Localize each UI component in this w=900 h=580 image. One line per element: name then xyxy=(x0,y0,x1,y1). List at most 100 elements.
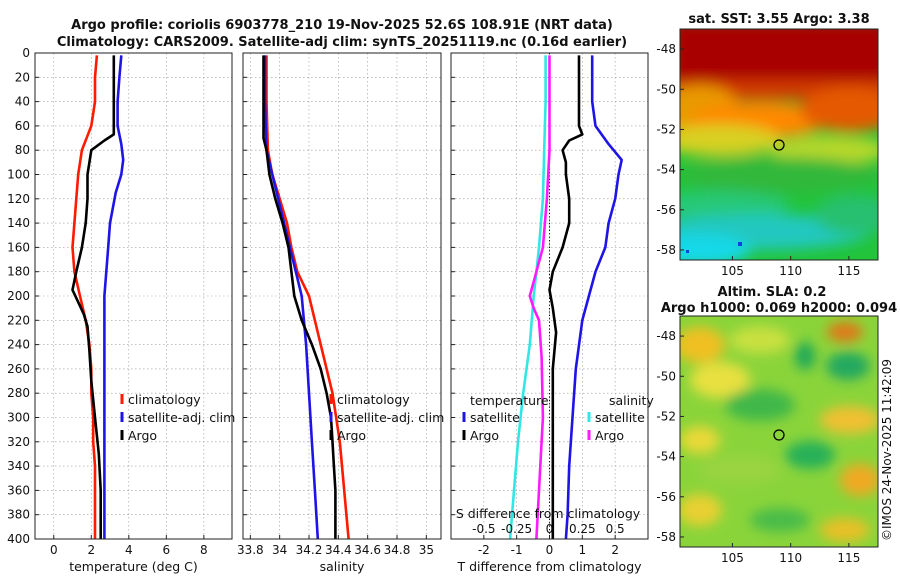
legend-label: satellite-adj. clim xyxy=(128,410,235,425)
legend-label: Argo xyxy=(128,428,157,443)
plot-frame xyxy=(34,52,233,540)
legend-label: Argo xyxy=(595,428,624,443)
legend-label: satellite xyxy=(470,410,520,425)
map-x-tick-label: 115 xyxy=(837,264,860,278)
x-tick-label: 33.8 xyxy=(237,543,264,557)
map-y-tick-label: -58 xyxy=(656,243,676,257)
sla-argo-marker xyxy=(773,429,785,441)
legend-label: satellite-adj. clim xyxy=(337,410,444,425)
series-line-t-argo xyxy=(548,55,584,539)
salinity-profile-chart: 33.8 34 34.2 34.4 34.6 34.8 35 salinity climatol… xyxy=(237,52,444,574)
x-tick-label: 8 xyxy=(200,543,208,557)
map-y-tick-label: -48 xyxy=(656,329,676,343)
map-y-tick-label: -52 xyxy=(656,122,676,136)
map-y-tick-label: -56 xyxy=(656,490,676,504)
map-y-tick-label: -50 xyxy=(656,82,676,96)
map-x-tick-label: 105 xyxy=(721,551,744,565)
x-tick-label: 35 xyxy=(419,543,434,557)
map-x-tick-label: 110 xyxy=(779,551,802,565)
y-tick-label: 80 xyxy=(15,143,30,157)
legend-label: satellite xyxy=(595,410,645,425)
y-tick-label: 380 xyxy=(7,508,30,522)
sla-map xyxy=(679,315,879,548)
y-tick-label: 20 xyxy=(15,70,30,84)
map-y-tick-label: -48 xyxy=(656,42,676,56)
legend-salinity-header: salinity xyxy=(609,393,654,408)
y-tick-label: 100 xyxy=(7,168,30,182)
x-tick-label: 4 xyxy=(125,543,133,557)
map-y-tick-label: -56 xyxy=(656,203,676,217)
series-line-climatology xyxy=(71,55,99,539)
map-y-tick-label: -52 xyxy=(656,409,676,423)
sst-argo-marker xyxy=(773,139,785,151)
x-tick-label: 34.6 xyxy=(354,543,381,557)
s-axis-label: S difference from climatology xyxy=(456,506,641,521)
y-tick-label: 320 xyxy=(7,435,30,449)
series-line-satellite-adj-clim xyxy=(103,55,125,539)
x-tick-label: 34.2 xyxy=(296,543,323,557)
map-y-tick-label: -58 xyxy=(656,530,676,544)
x-tick-label: 0 xyxy=(546,543,554,557)
map-y-tick-label: -54 xyxy=(656,163,676,177)
x-tick-label: 2 xyxy=(611,543,619,557)
s-tick-label: 0.25 xyxy=(569,522,596,536)
difference-profile-chart: -2 -1 0 1 2 T difference from climatology temp… xyxy=(450,52,654,574)
map-x-tick-label: 115 xyxy=(837,551,860,565)
legend-label: Argo xyxy=(337,428,366,443)
y-tick-label: 140 xyxy=(7,216,30,230)
y-tick-label: 60 xyxy=(15,119,30,133)
x-tick-label: 34.8 xyxy=(384,543,411,557)
y-tick-label: 240 xyxy=(7,338,30,352)
x-axis-label: temperature (deg C) xyxy=(69,559,198,574)
sla-map-subtitle: Argo h1000: 0.069 h2000: 0.094 xyxy=(661,301,897,316)
series-line-s-satellite xyxy=(508,55,547,540)
x-tick-label: 0 xyxy=(50,543,58,557)
legend-label: climatology xyxy=(337,392,410,407)
map-y-tick-label: -54 xyxy=(656,450,676,464)
x-tick-label: 34.4 xyxy=(325,543,352,557)
legend-label: Argo xyxy=(470,428,499,443)
y-tick-label: 260 xyxy=(7,362,30,376)
y-tick-label: 200 xyxy=(7,289,30,303)
imos-watermark: ©IMOS 24-Nov-2025 11:42:09 xyxy=(880,359,894,541)
x-axis-label: T difference from climatology xyxy=(456,559,642,574)
y-tick-label: 360 xyxy=(7,483,30,497)
sla-map-title: Altim. SLA: 0.2 xyxy=(718,285,827,300)
series-line-argo xyxy=(71,55,116,539)
y-tick-label: 0 xyxy=(22,46,30,60)
y-tick-label: 340 xyxy=(7,459,30,473)
x-tick-label: 1 xyxy=(579,543,587,557)
map-y-tick-label: -50 xyxy=(656,369,676,383)
y-tick-label: 40 xyxy=(15,95,30,109)
y-tick-label: 300 xyxy=(7,411,30,425)
x-tick-label: -2 xyxy=(478,543,490,557)
sst-map xyxy=(679,28,879,261)
x-tick-label: 34 xyxy=(272,543,287,557)
series-line-climatology xyxy=(265,55,350,540)
x-tick-label: 2 xyxy=(87,543,95,557)
map-x-tick-label: 105 xyxy=(721,264,744,278)
x-tick-label: -1 xyxy=(511,543,523,557)
sst-map-title: sat. SST: 3.55 Argo: 3.38 xyxy=(688,12,869,27)
x-tick-label: 6 xyxy=(163,543,171,557)
y-tick-label: 180 xyxy=(7,265,30,279)
y-tick-label: 160 xyxy=(7,240,30,254)
y-tick-label: 120 xyxy=(7,192,30,206)
map-x-tick-label: 110 xyxy=(779,264,802,278)
s-tick-label: 0 xyxy=(546,522,554,536)
s-tick-label: -0.25 xyxy=(501,522,532,536)
y-tick-label: 280 xyxy=(7,386,30,400)
legend-temperature-header: temperature xyxy=(470,393,549,408)
series-line-argo xyxy=(262,55,337,539)
series-line-s-argo xyxy=(528,55,551,540)
y-tick-label: 400 xyxy=(7,532,30,546)
series-line-t-satellite xyxy=(564,55,623,540)
figure-title-line2: Climatology: CARS2009. Satellite-adj cli… xyxy=(57,35,627,50)
x-axis-label: salinity xyxy=(320,559,365,574)
s-tick-label: 0.5 xyxy=(606,522,625,536)
y-tick-label: 220 xyxy=(7,313,30,327)
legend-label: climatology xyxy=(128,392,201,407)
s-tick-label: -0.5 xyxy=(472,522,495,536)
